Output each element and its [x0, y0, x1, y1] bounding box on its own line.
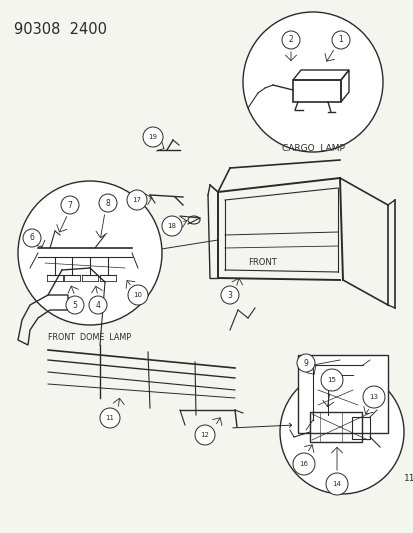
Circle shape	[362, 386, 384, 408]
Text: 9: 9	[303, 359, 308, 367]
Text: 7: 7	[67, 200, 72, 209]
Text: 6: 6	[29, 233, 34, 243]
Circle shape	[99, 194, 117, 212]
Circle shape	[221, 286, 238, 304]
Text: 19: 19	[148, 134, 157, 140]
Circle shape	[89, 296, 107, 314]
Circle shape	[242, 12, 382, 152]
Circle shape	[128, 285, 147, 305]
Text: 3: 3	[227, 290, 232, 300]
Circle shape	[281, 31, 299, 49]
Circle shape	[61, 196, 79, 214]
Text: 2: 2	[288, 36, 293, 44]
Text: FRONT: FRONT	[247, 258, 276, 267]
Bar	[351, 417, 369, 439]
Bar	[297, 355, 387, 433]
Text: 5: 5	[72, 301, 77, 310]
Text: FRONT  DOME  LAMP: FRONT DOME LAMP	[48, 333, 131, 342]
Text: 16: 16	[299, 461, 308, 467]
Text: 17: 17	[132, 197, 141, 203]
Circle shape	[66, 296, 84, 314]
Circle shape	[127, 190, 147, 210]
Text: 11: 11	[105, 415, 114, 421]
Text: 13: 13	[369, 394, 377, 400]
Circle shape	[161, 216, 182, 236]
Text: 14: 14	[332, 481, 341, 487]
Bar	[309, 412, 361, 442]
Text: 8: 8	[105, 198, 110, 207]
Text: 12: 12	[200, 432, 209, 438]
Circle shape	[292, 453, 314, 475]
Circle shape	[100, 408, 120, 428]
Circle shape	[195, 425, 214, 445]
Text: FRONT: FRONT	[328, 441, 356, 450]
Text: 11: 11	[403, 474, 413, 483]
Circle shape	[296, 354, 314, 372]
Circle shape	[142, 127, 163, 147]
Text: 10: 10	[133, 292, 142, 298]
Circle shape	[23, 229, 41, 247]
Text: 90308  2400: 90308 2400	[14, 22, 107, 37]
Circle shape	[325, 473, 347, 495]
Text: 18: 18	[167, 223, 176, 229]
Text: 15: 15	[327, 377, 336, 383]
Text: 4: 4	[95, 301, 100, 310]
Circle shape	[18, 181, 161, 325]
Circle shape	[331, 31, 349, 49]
Text: CARGO  LAMP: CARGO LAMP	[281, 144, 344, 153]
Circle shape	[320, 369, 342, 391]
Text: 1: 1	[338, 36, 342, 44]
Circle shape	[279, 370, 403, 494]
